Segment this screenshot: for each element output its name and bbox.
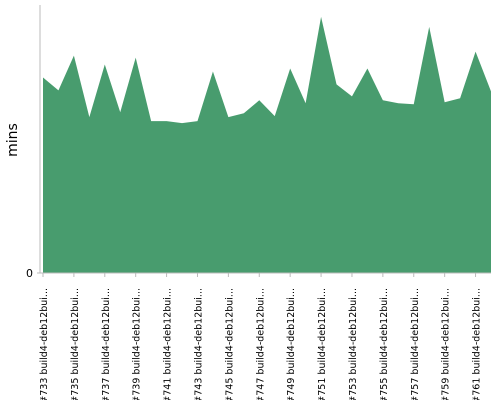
area (43, 16, 491, 274)
x-tick-label: #741 build4-deb12bui... (163, 288, 174, 400)
x-tick-label: #747 build4-deb12bui... (255, 288, 266, 400)
x-tick-label: #737 build4-deb12bui... (101, 288, 112, 400)
x-tick-label: #761 build4-deb12bui... (472, 288, 483, 400)
y-tick-label: 0 (26, 267, 33, 280)
x-tick-label: #751 build4-deb12bui... (317, 288, 328, 400)
x-tick-label: #743 build4-deb12bui... (193, 288, 204, 400)
y-axis-label: mins (5, 123, 21, 157)
x-tick-label: #755 build4-deb12bui... (379, 288, 390, 400)
x-tick-label: #733 build4-deb12bui... (39, 288, 50, 400)
x-tick-label: #735 build4-deb12bui... (70, 288, 81, 400)
x-tick-label: #757 build4-deb12bui... (410, 288, 421, 400)
x-tick-label: #739 build4-deb12bui... (132, 288, 143, 400)
x-tick-label: #745 build4-deb12bui... (224, 288, 235, 400)
x-tick-label: #759 build4-deb12bui... (441, 288, 452, 400)
x-tick-label: #749 build4-deb12bui... (286, 288, 297, 400)
x-tick-label: #753 build4-deb12bui... (348, 288, 359, 400)
